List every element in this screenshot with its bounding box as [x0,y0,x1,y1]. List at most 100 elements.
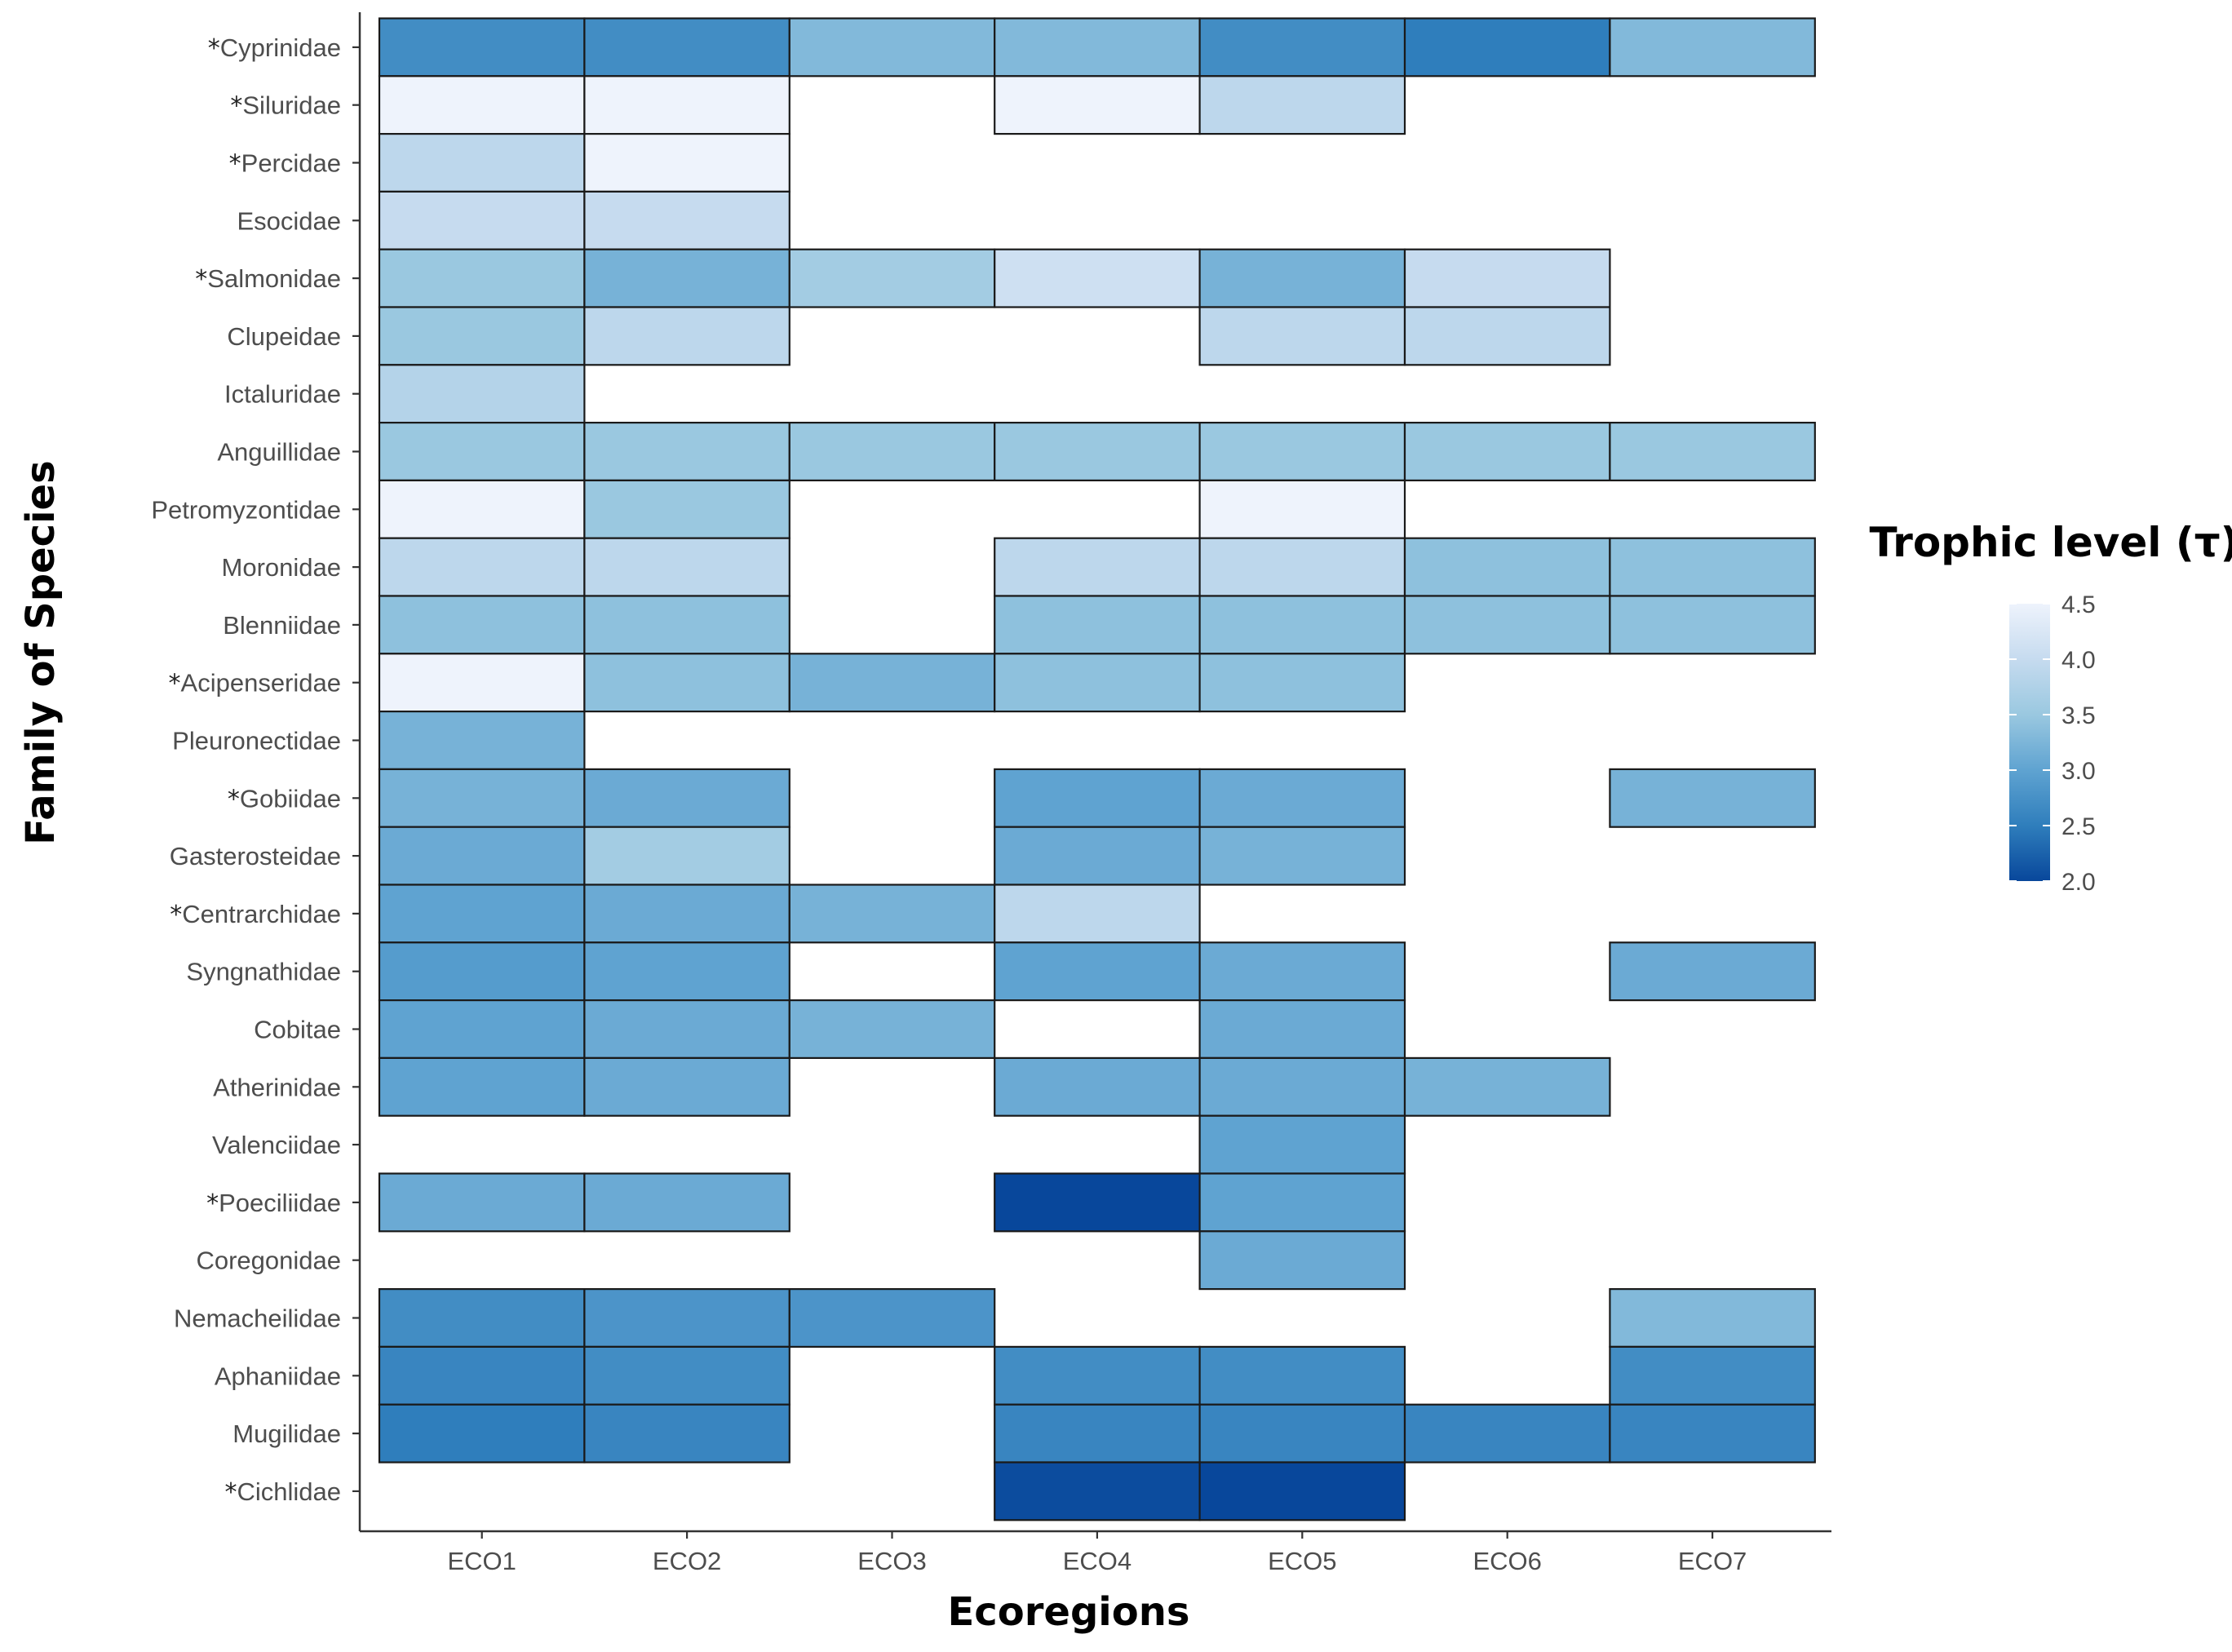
heatmap-cell [994,17,1201,78]
heatmap-cell [583,190,790,250]
heatmap-cell [583,653,790,713]
y-tick-label: Clupeidae [227,322,341,351]
heatmap-cell [1198,1172,1406,1233]
heatmap-cell [788,248,996,308]
y-tick-label: Anguillidae [217,438,341,467]
heatmap-cell [1198,306,1406,366]
heatmap-cell [994,1056,1201,1117]
heatmap-cell [378,1287,586,1348]
heatmap-cell [378,248,586,308]
y-axis-title: Family of Species [18,460,64,844]
heatmap-cell [1403,248,1611,308]
x-tick-label: ECO4 [1063,1547,1132,1575]
heatmap-cell [1198,1345,1406,1406]
legend-colorbar [2009,604,2050,881]
heatmap-cell [583,248,790,308]
y-tick-label: Nemacheilidae [174,1304,341,1333]
y-tick-label: Aphaniidae [215,1362,341,1390]
heatmap-cell [1198,1230,1406,1291]
y-tick-label: Atherinidae [213,1073,341,1101]
heatmap-cell [583,537,790,597]
axes [352,12,1831,1539]
heatmap-cell [1403,17,1611,78]
heatmap-cell [378,1056,586,1117]
heatmap-cell [378,826,586,886]
x-tick-label: ECO6 [1472,1547,1541,1575]
y-tick-label: *Percidae [229,149,341,179]
heatmap-cell [1403,537,1611,597]
heatmap-cell [1609,1287,1816,1348]
heatmap-cell [1403,595,1611,655]
heatmap-cell [583,1056,790,1117]
heatmap-cell [378,133,586,193]
heatmap-cell [1198,826,1406,886]
heatmap-cell [378,190,586,250]
heatmap-cell [994,1403,1201,1464]
heatmap-cell [378,1172,586,1233]
heatmap-cell [994,1345,1201,1406]
heatmap-cell [583,595,790,655]
y-tick-label: Pleuronectidae [172,727,341,755]
heatmap-cell [378,1345,586,1406]
y-tick-label: Coregonidae [196,1247,341,1275]
heatmap-cell [378,17,586,78]
legend-tick-label: 2.0 [2062,869,2096,896]
x-tick-label: ECO3 [857,1547,926,1575]
heatmap-cell [1403,421,1611,481]
heatmap-cell [583,479,790,539]
legend-tick-label: 3.5 [2062,702,2096,729]
heatmap-cells [378,17,1816,1521]
heatmap-cell [1609,768,1816,828]
heatmap-cell [378,364,586,424]
heatmap-cell [1609,17,1816,78]
legend-tick-label: 4.0 [2062,647,2096,674]
heatmap-cell [583,306,790,366]
heatmap-cell [583,1403,790,1464]
y-tick-label: Petromyzontidae [151,495,341,524]
heatmap-cell [583,941,790,1002]
heatmap-cell [994,768,1201,828]
heatmap-cell [994,595,1201,655]
heatmap-cell [1403,306,1611,366]
heatmap-cell [994,1172,1201,1233]
heatmap-cell [378,941,586,1002]
legend-ticks: 4.5 4.0 3.5 3.0 2.5 2.0 [2009,591,2096,896]
heatmap-cell [1198,1461,1406,1521]
heatmap-cell [1198,537,1406,597]
heatmap-cell [1609,421,1816,481]
x-axis-title: Ecoregions [948,1589,1190,1635]
heatmap-cell [994,941,1201,1002]
heatmap-cell [994,826,1201,886]
heatmap-cell [378,537,586,597]
heatmap-cell [788,884,996,944]
heatmap-cell [1198,653,1406,713]
y-tick-label: Mugilidae [232,1419,341,1448]
heatmap-cell [1198,248,1406,308]
heatmap-cell [378,999,586,1059]
heatmap-cell [583,884,790,944]
heatmap-cell [378,710,586,770]
y-tick-label: *Poeciliidae [206,1189,341,1218]
y-tick-label: *Siluridae [230,91,341,121]
heatmap-cell [994,421,1201,481]
significance-marker: * [224,1478,237,1507]
heatmap-cell [378,75,586,135]
heatmap-cell [994,537,1201,597]
heatmap-cell [788,1287,996,1348]
heatmap-cell [1198,999,1406,1059]
y-tick-label: *Centrarchidae [170,900,341,929]
heatmap-cell [994,884,1201,944]
heatmap-cell [583,17,790,78]
heatmap-cell [1609,1345,1816,1406]
significance-marker: * [195,265,207,294]
heatmap-cell [378,884,586,944]
y-tick-label: Valenciidae [212,1131,341,1159]
heatmap-cell [1198,1403,1406,1464]
y-tick-label: Esocidae [237,206,341,235]
y-tick-label: *Cichlidae [224,1477,341,1507]
y-tick-label: *Acipenseridae [169,669,341,698]
y-tick-label: Syngnathidae [186,958,341,986]
heatmap-cell [994,248,1201,308]
y-tick-label: Moronidae [222,553,341,582]
